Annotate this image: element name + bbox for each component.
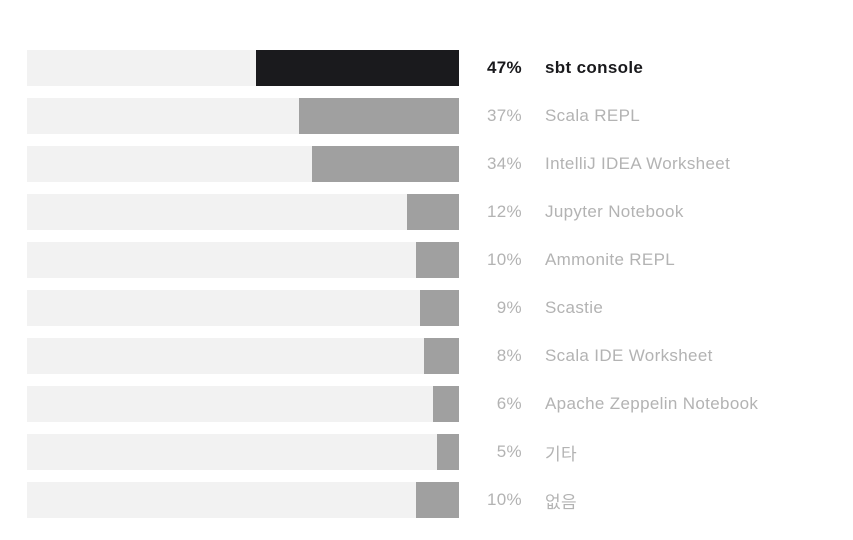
bar-row: 10% Ammonite REPL [27,242,758,278]
bar-track [27,290,459,326]
bar-row: 8% Scala IDE Worksheet [27,338,758,374]
bar-value-label: 12% [486,202,522,221]
bar-row: 5% 기타 [27,434,758,470]
bar-fill [312,146,459,182]
bar-category-label: Apache Zeppelin Notebook [545,394,759,413]
bar-track [27,50,459,86]
bar-value-label: 8% [496,346,522,365]
bar-row: 47% sbt console [27,50,758,86]
bar-chart-rows: 47% sbt console 37% Scala REPL 34% Intel… [27,50,758,530]
bar-category-label: 기타 [545,444,577,464]
bar-value-label: 47% [486,58,522,77]
bar-value-label: 10% [486,490,522,509]
bar-row: 9% Scastie [27,290,758,326]
bar-row: 12% Jupyter Notebook [27,194,758,230]
bar-fill [424,338,459,374]
bar-category-label: Jupyter Notebook [545,202,684,221]
bar-fill [420,290,459,326]
bar-category-label: sbt console [545,58,644,77]
bar-value-label: 9% [496,298,522,317]
bar-value-label: 37% [486,106,522,125]
bar-track [27,338,459,374]
bar-category-label: Scala REPL [545,106,641,125]
bar-track [27,242,459,278]
bar-track [27,98,459,134]
bar-track [27,482,459,518]
bar-fill [415,482,459,518]
bar-category-label: Scastie [545,298,604,317]
bar-row: 37% Scala REPL [27,98,758,134]
bar-fill [433,386,459,422]
bar-fill [437,434,459,470]
bar-value-label: 10% [486,250,522,269]
bar-track [27,386,459,422]
bar-value-label: 5% [496,442,522,461]
bar-value-label: 6% [496,394,522,413]
bar-fill [415,242,459,278]
bar-category-label: 없음 [545,492,577,512]
bar-fill [407,194,459,230]
bar-row: 6% Apache Zeppelin Notebook [27,386,758,422]
bar-fill [255,50,459,86]
bar-track [27,194,459,230]
bar-track [27,146,459,182]
bar-fill [299,98,459,134]
bar-value-label: 34% [486,154,522,173]
bar-category-label: IntelliJ IDEA Worksheet [545,154,731,173]
bar-row: 34% IntelliJ IDEA Worksheet [27,146,758,182]
bar-track [27,434,459,470]
bar-category-label: Scala IDE Worksheet [545,346,713,365]
bar-row: 10% 없음 [27,482,758,518]
bar-category-label: Ammonite REPL [545,250,676,269]
